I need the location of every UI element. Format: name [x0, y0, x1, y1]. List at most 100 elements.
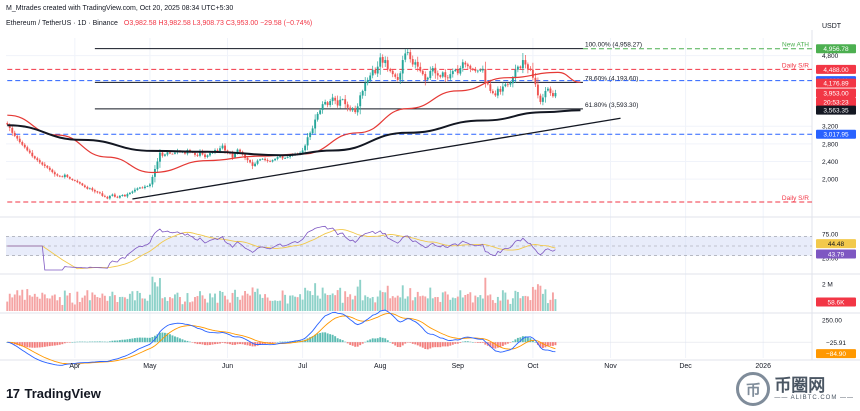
- candle[interactable]: [148, 184, 151, 187]
- candle[interactable]: [279, 156, 282, 158]
- volume-bar[interactable]: [184, 301, 186, 311]
- volume-bar[interactable]: [351, 299, 354, 311]
- candle[interactable]: [108, 195, 111, 199]
- candle[interactable]: [441, 72, 444, 77]
- macd-histogram-bar[interactable]: [194, 342, 196, 344]
- volume-bar[interactable]: [524, 295, 527, 311]
- volume-bar[interactable]: [509, 303, 512, 311]
- candle[interactable]: [379, 57, 382, 67]
- macd-histogram-bar[interactable]: [106, 341, 109, 343]
- volume-bar[interactable]: [133, 300, 136, 311]
- volume-bar[interactable]: [156, 286, 159, 311]
- candle[interactable]: [364, 82, 367, 91]
- volume-bar[interactable]: [511, 298, 514, 311]
- candle[interactable]: [331, 97, 334, 102]
- candle[interactable]: [449, 74, 452, 79]
- volume-bar[interactable]: [73, 304, 76, 311]
- macd-histogram-bar[interactable]: [161, 332, 164, 343]
- macd-histogram-bar[interactable]: [269, 342, 272, 344]
- candle[interactable]: [324, 101, 327, 105]
- macd-histogram-bar[interactable]: [309, 337, 312, 343]
- candle[interactable]: [28, 150, 31, 153]
- volume-bar[interactable]: [53, 294, 56, 311]
- candle[interactable]: [261, 158, 264, 160]
- candle[interactable]: [329, 101, 332, 106]
- candle[interactable]: [209, 153, 211, 156]
- candle[interactable]: [411, 59, 414, 65]
- volume-bar[interactable]: [103, 295, 106, 311]
- candle[interactable]: [381, 57, 384, 63]
- macd-histogram-bar[interactable]: [199, 342, 201, 345]
- volume-bar[interactable]: [431, 298, 434, 311]
- macd-histogram-bar[interactable]: [121, 339, 124, 343]
- candle[interactable]: [526, 64, 529, 69]
- candle[interactable]: [274, 158, 277, 161]
- candle[interactable]: [171, 153, 174, 155]
- volume-bar[interactable]: [169, 297, 171, 311]
- volume-bar[interactable]: [319, 298, 322, 311]
- macd-histogram-bar[interactable]: [128, 338, 131, 343]
- macd-histogram-bar[interactable]: [126, 339, 129, 343]
- volume-bar[interactable]: [379, 290, 382, 311]
- macd-histogram-bar[interactable]: [91, 341, 94, 343]
- macd-histogram-bar[interactable]: [101, 341, 104, 343]
- candle[interactable]: [314, 119, 317, 129]
- volume-bar[interactable]: [526, 296, 529, 311]
- macd-histogram-bar[interactable]: [136, 337, 139, 343]
- candle[interactable]: [128, 192, 131, 195]
- volume-bar[interactable]: [96, 297, 99, 311]
- candle[interactable]: [454, 69, 457, 72]
- macd-histogram-bar[interactable]: [73, 341, 76, 343]
- candle[interactable]: [13, 132, 16, 136]
- volume-bar[interactable]: [86, 290, 89, 311]
- candle[interactable]: [106, 196, 109, 199]
- macd-histogram-bar[interactable]: [279, 341, 282, 343]
- macd-histogram-bar[interactable]: [324, 332, 327, 343]
- macd-histogram-bar[interactable]: [401, 342, 404, 346]
- volume-bar[interactable]: [549, 299, 552, 311]
- macd-histogram-bar[interactable]: [426, 342, 429, 350]
- candle[interactable]: [469, 65, 472, 69]
- volume-bar[interactable]: [206, 302, 209, 311]
- macd-histogram-bar[interactable]: [219, 342, 221, 344]
- macd-histogram-bar[interactable]: [541, 342, 544, 349]
- candle[interactable]: [254, 163, 257, 167]
- candle[interactable]: [309, 132, 312, 138]
- volume-bar[interactable]: [81, 297, 84, 311]
- candle[interactable]: [489, 84, 492, 91]
- candle[interactable]: [476, 70, 479, 72]
- candle[interactable]: [174, 152, 176, 154]
- macd-histogram-bar[interactable]: [469, 341, 472, 343]
- macd-histogram-bar[interactable]: [424, 342, 427, 349]
- volume-bar[interactable]: [126, 298, 129, 311]
- volume-bar[interactable]: [346, 296, 349, 311]
- candle[interactable]: [81, 183, 84, 186]
- volume-bar[interactable]: [199, 291, 201, 311]
- volume-bar[interactable]: [18, 295, 21, 311]
- candle[interactable]: [133, 189, 136, 192]
- volume-bar[interactable]: [341, 302, 344, 311]
- candle[interactable]: [384, 60, 387, 64]
- candle[interactable]: [286, 157, 289, 158]
- candle[interactable]: [394, 74, 397, 77]
- candle[interactable]: [53, 172, 56, 175]
- candle[interactable]: [103, 195, 106, 197]
- volume-bar[interactable]: [364, 295, 367, 311]
- volume-bar[interactable]: [244, 291, 246, 311]
- candle[interactable]: [76, 180, 79, 183]
- macd-histogram-bar[interactable]: [476, 342, 479, 343]
- volume-bar[interactable]: [181, 304, 184, 311]
- macd-histogram-bar[interactable]: [534, 342, 537, 343]
- volume-bar[interactable]: [446, 294, 449, 311]
- volume-bar[interactable]: [424, 296, 427, 311]
- macd-histogram-bar[interactable]: [331, 334, 334, 343]
- macd-histogram-bar[interactable]: [334, 336, 337, 343]
- candle[interactable]: [531, 69, 534, 78]
- volume-bar[interactable]: [211, 297, 214, 311]
- candle[interactable]: [399, 73, 402, 80]
- macd-histogram-bar[interactable]: [174, 336, 176, 343]
- candle[interactable]: [221, 145, 224, 149]
- macd-histogram-bar[interactable]: [38, 342, 41, 348]
- volume-bar[interactable]: [344, 291, 347, 311]
- volume-bar[interactable]: [481, 298, 484, 311]
